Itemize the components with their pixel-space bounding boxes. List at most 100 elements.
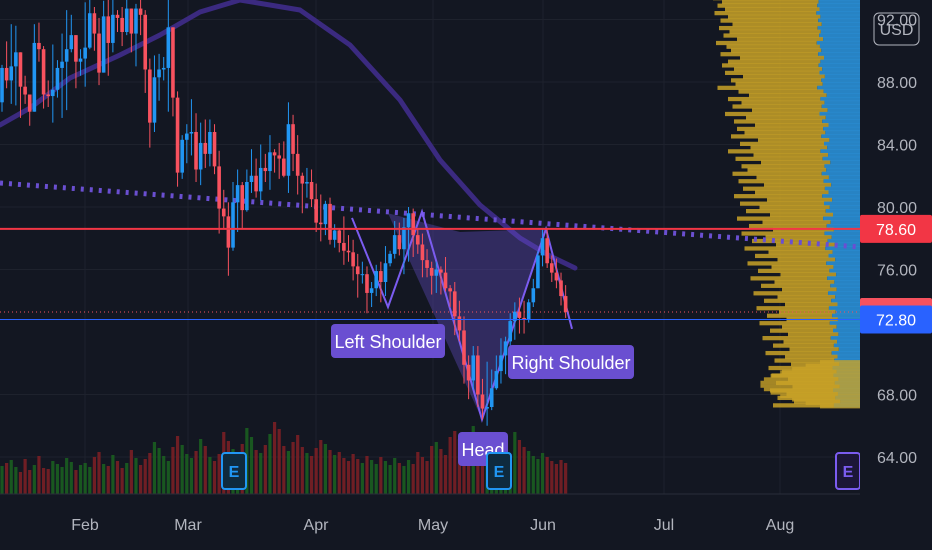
profile-gold-96	[785, 354, 838, 359]
profile-blue-11	[823, 37, 860, 42]
candle-body-75	[346, 250, 351, 253]
volume-bar-55	[254, 450, 258, 494]
earnings-marker-0[interactable]	[221, 452, 247, 490]
profile-gold-2	[717, 3, 818, 8]
profile-blue-70	[835, 257, 860, 262]
currency-label: USD	[880, 22, 914, 39]
price-lines	[0, 227, 860, 320]
candle-body-35	[161, 67, 166, 70]
candle-body-80	[369, 288, 374, 293]
price-axis[interactable]: 92.00 88.00 84.00 80.00 76.00 68.00 64.00 USD 78…	[860, 0, 932, 550]
volume-bar-38	[175, 436, 180, 494]
profile-low-10	[780, 394, 860, 399]
candle-body-96	[443, 272, 448, 289]
candle-body-85	[392, 235, 397, 254]
profile-blue-89	[833, 328, 860, 333]
volume-bar-118	[545, 457, 549, 494]
profile-blue-85	[832, 313, 860, 318]
profile-blue-47	[821, 171, 860, 176]
profile-gold-6	[720, 18, 819, 23]
candle-body-37	[171, 27, 175, 98]
candlesticks	[0, 0, 568, 426]
profile-gold-35	[737, 126, 824, 132]
candle-body-73	[337, 230, 342, 243]
profile-gold-34	[755, 123, 829, 128]
candle-body-5	[23, 86, 27, 95]
profile-blue-96	[837, 354, 860, 359]
earnings-marker-text-2: E	[843, 464, 854, 481]
volume-bar-3	[14, 467, 18, 494]
profile-blue-75	[827, 276, 860, 281]
candle-body-94	[434, 269, 439, 276]
profile-gold-44	[761, 160, 831, 165]
earnings-marker-text-1: E	[494, 464, 505, 481]
time-axis[interactable]: Feb Mar Apr May Jun Jul Aug	[0, 493, 860, 534]
candle-body-6	[27, 94, 32, 112]
volume-bar-66	[305, 453, 309, 494]
candle-body-72	[332, 230, 337, 240]
profile-blue-9	[820, 29, 860, 34]
volume-bar-35	[162, 456, 166, 494]
profile-gold-94	[789, 347, 839, 352]
profile-blue-88	[836, 324, 860, 330]
candle-body-12	[55, 67, 60, 90]
earnings-marker-text-0: E	[229, 464, 240, 481]
candle-body-28	[129, 8, 134, 34]
candle-body-16	[74, 35, 78, 62]
volume-bar-73	[337, 452, 341, 494]
right-shoulder-label-box	[508, 345, 634, 379]
profile-gold-37	[731, 134, 822, 139]
profile-blue-77	[830, 283, 860, 288]
candle-body-11	[51, 89, 55, 97]
profile-blue-32	[825, 115, 860, 120]
profile-gold-81	[764, 298, 832, 303]
volume-bar-89	[411, 464, 415, 494]
profile-low-12	[805, 401, 860, 405]
candle-body-64	[295, 153, 300, 176]
profile-blue-39	[824, 141, 860, 146]
volume-bar-30	[139, 465, 143, 494]
candle-body-79	[365, 274, 369, 293]
profile-blue-57	[825, 209, 860, 214]
price-tick-1: 88.00	[877, 75, 917, 92]
profile-blue-37	[821, 134, 860, 139]
profile-gold-24	[717, 85, 818, 90]
candle-body-24	[111, 14, 115, 43]
candle-body-54	[249, 175, 254, 182]
profile-gold-19	[734, 67, 823, 72]
volume-bar-46	[212, 461, 217, 494]
candle-body-2	[9, 66, 14, 81]
profile-gold-89	[770, 328, 833, 333]
profile-blue-84	[835, 309, 860, 315]
profile-gold-9	[729, 29, 821, 34]
volume-bar-97	[448, 437, 452, 494]
volume-bar-13	[60, 467, 64, 494]
profile-gold-75	[750, 276, 828, 281]
profile-low-9	[770, 391, 860, 395]
profile-gold-82	[785, 302, 838, 307]
earnings-marker-1[interactable]	[486, 452, 512, 490]
volume-bar-61	[282, 446, 286, 494]
profile-blue-40	[827, 145, 860, 150]
candle-body-111	[513, 311, 517, 322]
candle-body-58	[268, 152, 272, 172]
candle-body-49	[226, 216, 231, 248]
profile-blue-90	[838, 332, 860, 337]
volume-bar-92	[425, 461, 429, 494]
profile-blue-78	[836, 287, 860, 292]
candle-body-105	[485, 407, 489, 409]
volume-bar-29	[134, 458, 138, 494]
profile-gold-39	[740, 141, 824, 146]
candle-body-60	[277, 155, 281, 159]
profile-blue-14	[821, 48, 860, 53]
profile-blue-58	[833, 212, 860, 217]
volume-bar-69	[319, 440, 323, 494]
currency-button[interactable]	[873, 12, 920, 46]
candle-body-13	[60, 61, 64, 68]
profile-gold-43	[735, 156, 823, 161]
candle-body-74	[342, 242, 346, 251]
profile-low-3	[780, 370, 860, 375]
profile-gold-49	[738, 179, 824, 184]
